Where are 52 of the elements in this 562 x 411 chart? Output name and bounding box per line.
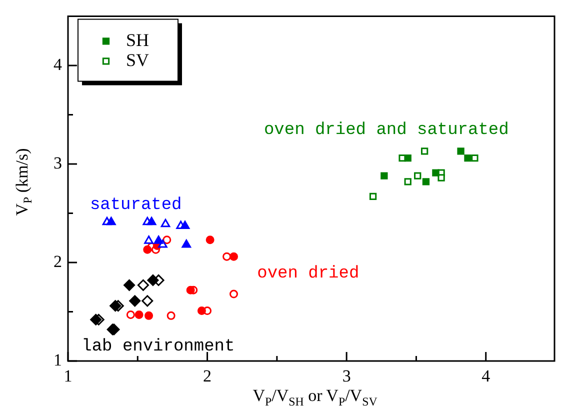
point — [206, 236, 214, 244]
point — [180, 220, 190, 230]
x-tick-label: 2 — [203, 366, 212, 386]
legend-label: SH — [126, 30, 150, 50]
point — [143, 245, 152, 254]
point — [230, 290, 238, 298]
point — [137, 279, 149, 291]
point — [186, 286, 195, 294]
point — [422, 178, 430, 186]
point — [124, 279, 136, 291]
point — [162, 236, 172, 244]
point — [90, 314, 102, 326]
point — [182, 240, 192, 248]
point — [420, 148, 428, 155]
y-tick-label: 4 — [54, 54, 62, 74]
point — [404, 154, 412, 162]
annotation: oven dried — [257, 264, 360, 284]
point — [110, 300, 122, 312]
point — [154, 236, 164, 244]
point — [142, 295, 154, 307]
point — [230, 252, 238, 261]
point — [432, 169, 440, 176]
y-tick-label: 3 — [54, 153, 62, 172]
point — [457, 148, 464, 155]
x-tick-label: 3 — [342, 366, 351, 386]
x-tick-label: 4 — [482, 366, 491, 386]
point — [134, 310, 144, 319]
point — [471, 154, 478, 162]
point — [464, 154, 472, 162]
legend-label: SV — [126, 50, 150, 70]
annotation: saturated — [90, 196, 182, 215]
y-tick-label: 2 — [54, 252, 62, 271]
point — [106, 216, 116, 226]
point — [166, 311, 176, 320]
point — [144, 236, 154, 244]
point — [380, 172, 388, 180]
point — [369, 192, 377, 200]
point — [144, 311, 154, 320]
point — [126, 310, 135, 319]
x-axis-title: V$_{P}$/V$_{SH}$ or V$_{P}$/V$_{SV}$ — [252, 386, 378, 410]
y-tick-label: 1 — [54, 350, 62, 370]
point — [414, 172, 422, 180]
point — [197, 306, 206, 316]
point — [438, 174, 445, 182]
point — [160, 218, 170, 228]
point — [404, 178, 412, 186]
annotation: oven dried and saturated — [264, 120, 509, 140]
point — [129, 295, 141, 307]
point — [146, 216, 156, 226]
annotation: lab environment — [82, 338, 235, 357]
point — [222, 252, 232, 261]
point — [147, 274, 159, 286]
